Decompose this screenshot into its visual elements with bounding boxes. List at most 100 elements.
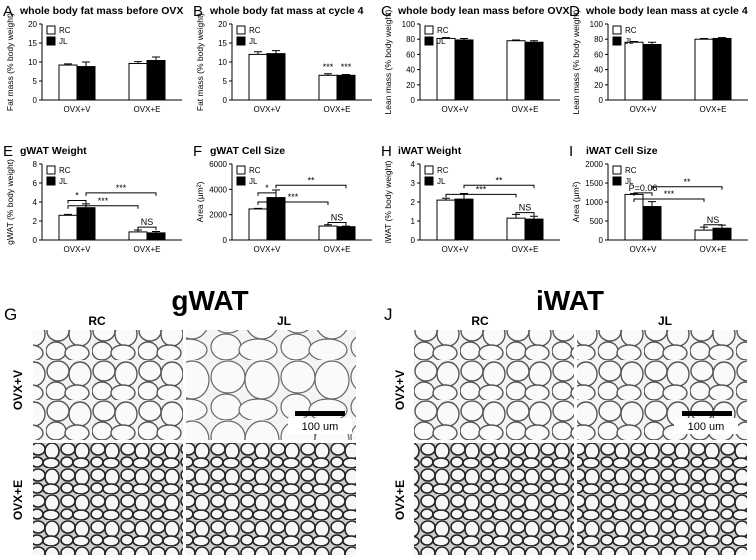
y-tick-label: 0 <box>599 96 604 105</box>
bar <box>128 231 148 241</box>
error-bar <box>64 213 72 216</box>
bar <box>128 63 148 101</box>
micrograph <box>577 443 747 555</box>
y-tick-label: 2 <box>33 217 38 226</box>
error-bar <box>254 207 262 209</box>
image-title: iWAT <box>536 285 604 316</box>
significance-label: * <box>75 190 79 200</box>
y-tick-label: 0 <box>599 236 604 245</box>
significance-bracket <box>327 222 347 226</box>
legend-swatch <box>424 25 434 35</box>
row-label: OVX+E <box>393 480 407 520</box>
error-bar <box>630 40 638 43</box>
scale-bar <box>682 411 732 416</box>
x-tick-label: OVX+V <box>630 105 658 114</box>
x-tick-label: OVX+E <box>700 245 727 254</box>
y-tick-label: 500 <box>590 217 604 226</box>
y-tick-label: 4 <box>33 198 38 207</box>
error-bar <box>460 37 468 40</box>
bar <box>524 41 544 101</box>
bar <box>506 217 526 241</box>
legend-swatch <box>612 25 622 35</box>
significance-bracket <box>463 184 535 189</box>
y-tick-label: 1 <box>411 217 416 226</box>
legend-swatch <box>236 176 246 186</box>
y-axis-label: iWAT (% body weight) <box>383 160 393 243</box>
significance-bracket <box>703 224 723 228</box>
x-tick-label: OVX+E <box>134 105 161 114</box>
panel-letter: J <box>384 305 393 324</box>
bar <box>712 37 732 101</box>
significance-bracket <box>275 184 347 189</box>
significance-label: NS <box>331 213 344 223</box>
legend-label: JL <box>625 37 634 46</box>
significance-bracket <box>67 205 139 209</box>
column-label: RC <box>88 314 106 328</box>
error-bar <box>442 37 450 39</box>
y-tick-label: 5 <box>33 77 38 86</box>
legend-label: RC <box>59 26 71 35</box>
bar <box>454 198 474 241</box>
micrograph <box>414 443 574 555</box>
significance-label: *** <box>476 184 487 194</box>
error-bar <box>512 39 520 41</box>
legend-label: JL <box>437 37 446 46</box>
bar <box>146 232 166 241</box>
legend-swatch <box>46 36 56 46</box>
bar <box>694 38 714 101</box>
y-tick-label: 20 <box>28 20 37 29</box>
y-axis-label: Area (μm²) <box>195 181 205 222</box>
legend-swatch <box>236 165 246 175</box>
y-axis-label: Fat mass (% body weight) <box>195 13 205 111</box>
y-tick-label: 80 <box>406 35 415 44</box>
legend-swatch <box>46 25 56 35</box>
x-tick-label: OVX+E <box>512 105 539 114</box>
x-tick-label: OVX+V <box>442 245 470 254</box>
legend-swatch <box>612 165 622 175</box>
significance-label: NS <box>707 215 720 225</box>
significance-bracket <box>85 192 157 196</box>
bar <box>248 53 268 101</box>
y-tick-label: 20 <box>594 81 603 90</box>
bar <box>336 74 356 101</box>
y-tick-label: 2 <box>411 198 416 207</box>
bar <box>624 41 644 101</box>
significance-label: P=0.06 <box>629 183 658 193</box>
legend-label: JL <box>59 177 68 186</box>
error-bar <box>152 56 160 61</box>
y-tick-label: 0 <box>223 236 228 245</box>
bar <box>506 40 526 101</box>
legend-swatch <box>424 36 434 46</box>
y-tick-label: 6000 <box>209 160 227 169</box>
y-tick-label: 6 <box>33 179 38 188</box>
bar <box>76 66 96 101</box>
error-bar <box>342 225 350 227</box>
error-bar <box>648 201 656 207</box>
error-bar <box>254 51 262 55</box>
micrograph <box>186 443 356 555</box>
column-label: JL <box>658 314 672 328</box>
error-bar <box>442 197 450 201</box>
legend-label: RC <box>59 166 71 175</box>
significance-bracket <box>445 193 517 198</box>
chart-title: gWAT Weight <box>20 145 87 157</box>
x-tick-label: OVX+E <box>324 245 351 254</box>
significance-bracket <box>633 198 705 202</box>
significance-label: ** <box>307 175 315 185</box>
legend-label: RC <box>437 26 449 35</box>
chart-title: whole body fat mass before OVX <box>19 5 183 17</box>
column-label: RC <box>471 314 489 328</box>
error-bar <box>134 61 142 64</box>
y-tick-label: 15 <box>218 39 227 48</box>
x-tick-label: OVX+V <box>442 105 470 114</box>
chart-title: iWAT Cell Size <box>586 145 658 157</box>
y-tick-label: 80 <box>594 35 603 44</box>
legend-label: JL <box>249 177 258 186</box>
scale-bg <box>288 418 352 434</box>
column-label: JL <box>277 314 291 328</box>
